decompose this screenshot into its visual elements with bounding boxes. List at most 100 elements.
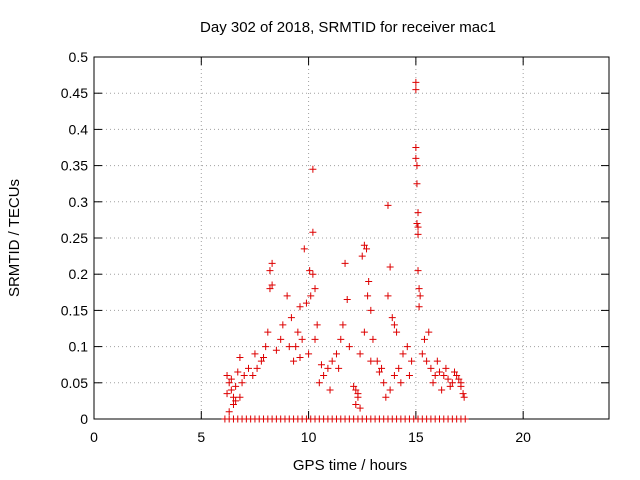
data-point [257, 357, 265, 365]
data-point [414, 230, 422, 238]
data-point [416, 292, 424, 300]
data-point [232, 397, 240, 405]
data-point [384, 292, 392, 300]
data-point [326, 386, 334, 394]
data-point [435, 368, 443, 376]
data-point [418, 350, 426, 358]
data-point [415, 303, 423, 311]
data-point [440, 372, 448, 380]
data-point [266, 285, 274, 293]
data-point [262, 343, 270, 351]
data-point [240, 372, 248, 380]
y-tick-label: 0.25 [61, 230, 88, 246]
data-point [363, 245, 371, 253]
data-point [352, 401, 360, 409]
data-point [328, 357, 336, 365]
data-point [283, 292, 291, 300]
data-point [317, 361, 325, 369]
data-point [229, 401, 237, 409]
data-point [306, 267, 314, 275]
data-point [298, 335, 306, 343]
plot-frame [93, 56, 610, 420]
data-point [315, 379, 323, 387]
data-point [272, 346, 280, 354]
data-point [453, 372, 461, 380]
data-point [444, 375, 452, 383]
data-point [425, 328, 433, 336]
data-point [388, 314, 396, 322]
data-point [420, 335, 428, 343]
data-point [423, 357, 431, 365]
x-tick-label: 10 [301, 429, 317, 445]
data-point [279, 321, 287, 329]
data-point [412, 78, 420, 86]
data-point [223, 390, 231, 398]
data-point [360, 328, 368, 336]
data-point [223, 372, 231, 380]
data-point [236, 353, 244, 361]
data-point [356, 350, 364, 358]
data-point [260, 353, 268, 361]
data-point [395, 364, 403, 372]
data-point [341, 259, 349, 267]
data-point [324, 364, 332, 372]
y-tick-label: 0.45 [61, 85, 88, 101]
data-point [253, 364, 261, 372]
data-point [335, 364, 343, 372]
data-point [305, 350, 313, 358]
data-point [264, 328, 272, 336]
data-point [285, 343, 293, 351]
data-point [225, 379, 233, 387]
y-tick-label: 0.4 [69, 121, 89, 137]
x-tick-label: 20 [515, 429, 531, 445]
data-point [296, 353, 304, 361]
data-point [364, 292, 372, 300]
x-tick-label: 0 [90, 429, 98, 445]
data-point [367, 306, 375, 314]
data-point [390, 321, 398, 329]
data-point [309, 270, 317, 278]
data-point [309, 165, 317, 173]
data-point [405, 372, 413, 380]
data-point [249, 372, 257, 380]
data-point [397, 379, 405, 387]
data-point [413, 220, 421, 228]
data-point [292, 343, 300, 351]
x-axis-label: GPS time / hours [293, 457, 407, 474]
data-point [266, 267, 274, 275]
y-tick-label: 0 [80, 411, 88, 427]
data-point [365, 277, 373, 285]
data-point [386, 263, 394, 271]
grid [94, 57, 609, 419]
x-tick-label: 15 [408, 429, 424, 445]
data-point [313, 321, 321, 329]
data-point [227, 386, 235, 394]
data-point [356, 404, 364, 412]
x-axis: 0 5 10 15 20 [90, 57, 531, 445]
data-point [382, 393, 390, 401]
data-point [309, 228, 317, 236]
data-point [227, 375, 235, 383]
chart-title: Day 302 of 2018, SRMTID for receiver mac… [200, 19, 496, 36]
data-point [433, 357, 441, 365]
data-point [448, 379, 456, 387]
data-point [393, 328, 401, 336]
data-point [373, 357, 381, 365]
y-axis-label: SRMTID / TECUs [6, 179, 23, 297]
data-point [238, 379, 246, 387]
data-point [457, 379, 465, 387]
data-point [311, 335, 319, 343]
data-point [386, 386, 394, 394]
data-point [358, 252, 366, 260]
data-point [408, 357, 416, 365]
data-point [455, 375, 463, 383]
data-point [360, 241, 368, 249]
data-point [412, 154, 420, 162]
data-point [339, 321, 347, 329]
data-point [460, 393, 468, 401]
data-point [414, 223, 422, 231]
data-point [375, 368, 383, 376]
data-point [277, 335, 285, 343]
data-point [431, 372, 439, 380]
